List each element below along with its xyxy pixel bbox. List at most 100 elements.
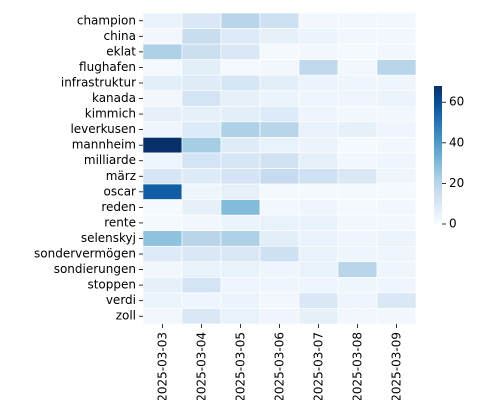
heatmap-cell	[376, 277, 417, 294]
heatmap-cell	[298, 308, 339, 325]
heatmap-cell	[376, 261, 417, 278]
heatmap-cell	[220, 152, 261, 169]
heatmap-cell	[337, 230, 378, 247]
heatmap-cell	[298, 137, 339, 154]
heatmap-cell	[337, 261, 378, 278]
heatmap-cell	[298, 230, 339, 247]
heatmap-cell	[220, 199, 261, 216]
y-tick-label: kanada	[92, 91, 136, 105]
heatmap-cell	[298, 121, 339, 138]
heatmap-cell	[142, 308, 183, 325]
heatmap-cell	[220, 59, 261, 76]
heatmap-cell	[142, 168, 183, 185]
colorbar-scale	[434, 86, 442, 224]
heatmap-cell	[142, 230, 183, 247]
heatmap-cell	[298, 168, 339, 185]
heatmap-cell	[298, 12, 339, 29]
heatmap-cell	[259, 230, 300, 247]
y-tick-label: stoppen	[87, 278, 136, 292]
y-tick-label: eklat	[106, 44, 136, 58]
heatmap-cells	[142, 12, 417, 325]
x-tick-label: 2025-03-03	[156, 332, 170, 400]
colorbar-tick-label: 20	[449, 176, 464, 190]
heatmap-cell	[298, 106, 339, 123]
colorbar: 0 20 40 60	[434, 86, 464, 231]
heatmap-cell	[259, 308, 300, 325]
heatmap-cell	[259, 74, 300, 92]
heatmap-cell	[220, 292, 261, 309]
heatmap-cell	[376, 230, 417, 247]
heatmap-cell	[298, 183, 339, 200]
heatmap-cell	[220, 90, 261, 107]
heatmap-cell	[181, 277, 222, 294]
y-tick-label: flughafen	[79, 60, 136, 74]
heatmap-cell	[142, 277, 183, 294]
heatmap-cell	[181, 59, 222, 76]
heatmap-cell	[376, 106, 417, 123]
heatmap-cell	[298, 28, 339, 45]
heatmap-cell	[259, 59, 300, 76]
heatmap-cell	[142, 152, 183, 169]
heatmap-cell	[259, 121, 300, 138]
x-tick-label: 2025-03-05	[234, 332, 248, 400]
heatmap-cell	[298, 43, 339, 60]
heatmap-cell	[298, 292, 339, 309]
heatmap-cell	[181, 199, 222, 216]
heatmap-cell	[181, 214, 222, 231]
heatmap-cell	[376, 183, 417, 200]
heatmap-cell	[220, 12, 261, 29]
heatmap-cell	[142, 59, 183, 76]
heatmap-cell	[181, 106, 222, 123]
heatmap-cell	[337, 59, 378, 76]
heatmap-cell	[181, 308, 222, 325]
heatmap-cell	[337, 43, 378, 60]
y-tick-label: milliarde	[84, 153, 136, 167]
heatmap-cell	[181, 28, 222, 45]
heatmap-cell	[298, 74, 339, 92]
heatmap-cell	[298, 59, 339, 76]
heatmap-cell	[220, 106, 261, 123]
heatmap-cell	[220, 168, 261, 185]
x-tick-label: 2025-03-09	[390, 332, 404, 400]
heatmap-cell	[337, 137, 378, 154]
heatmap-cell	[142, 214, 183, 231]
heatmap-cell	[337, 245, 378, 263]
colorbar-tick-label: 60	[449, 95, 464, 109]
heatmap-cell	[376, 292, 417, 309]
heatmap-cell	[337, 28, 378, 45]
heatmap-cell	[181, 137, 222, 154]
heatmap-cell	[259, 137, 300, 154]
heatmap-cell	[337, 121, 378, 138]
heatmap-cell	[259, 168, 300, 185]
heatmap-cell	[376, 12, 417, 29]
heatmap-cell	[142, 90, 183, 107]
heatmap-cell	[220, 261, 261, 278]
x-tick-label: 2025-03-08	[351, 332, 365, 400]
heatmap-cell	[337, 183, 378, 200]
heatmap-cell	[181, 12, 222, 29]
heatmap-cell	[259, 43, 300, 60]
y-tick-label: champion	[77, 13, 136, 27]
heatmap-cell	[220, 43, 261, 60]
y-tick-label: verdi	[106, 293, 136, 307]
heatmap-cell	[376, 28, 417, 45]
heatmap-cell	[298, 214, 339, 231]
heatmap-cell	[142, 12, 183, 29]
heatmap-cell	[376, 308, 417, 325]
y-tick-label: reden	[101, 200, 136, 214]
heatmap-cell	[337, 12, 378, 29]
heatmap-cell	[220, 121, 261, 138]
heatmap-cell	[181, 261, 222, 278]
heatmap-cell	[337, 308, 378, 325]
heatmap-cell	[181, 90, 222, 107]
heatmap-cell	[259, 261, 300, 278]
heatmap-cell	[337, 74, 378, 92]
heatmap-cell	[376, 59, 417, 76]
heatmap-cell	[337, 292, 378, 309]
heatmap-cell	[259, 292, 300, 309]
colorbar-tick-label: 0	[449, 217, 457, 231]
heatmap-cell	[298, 90, 339, 107]
heatmap-cell	[181, 245, 222, 263]
heatmap-cell	[220, 137, 261, 154]
heatmap-cell	[376, 214, 417, 231]
